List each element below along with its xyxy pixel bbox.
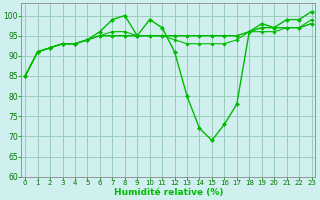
X-axis label: Humidité relative (%): Humidité relative (%) (114, 188, 223, 197)
